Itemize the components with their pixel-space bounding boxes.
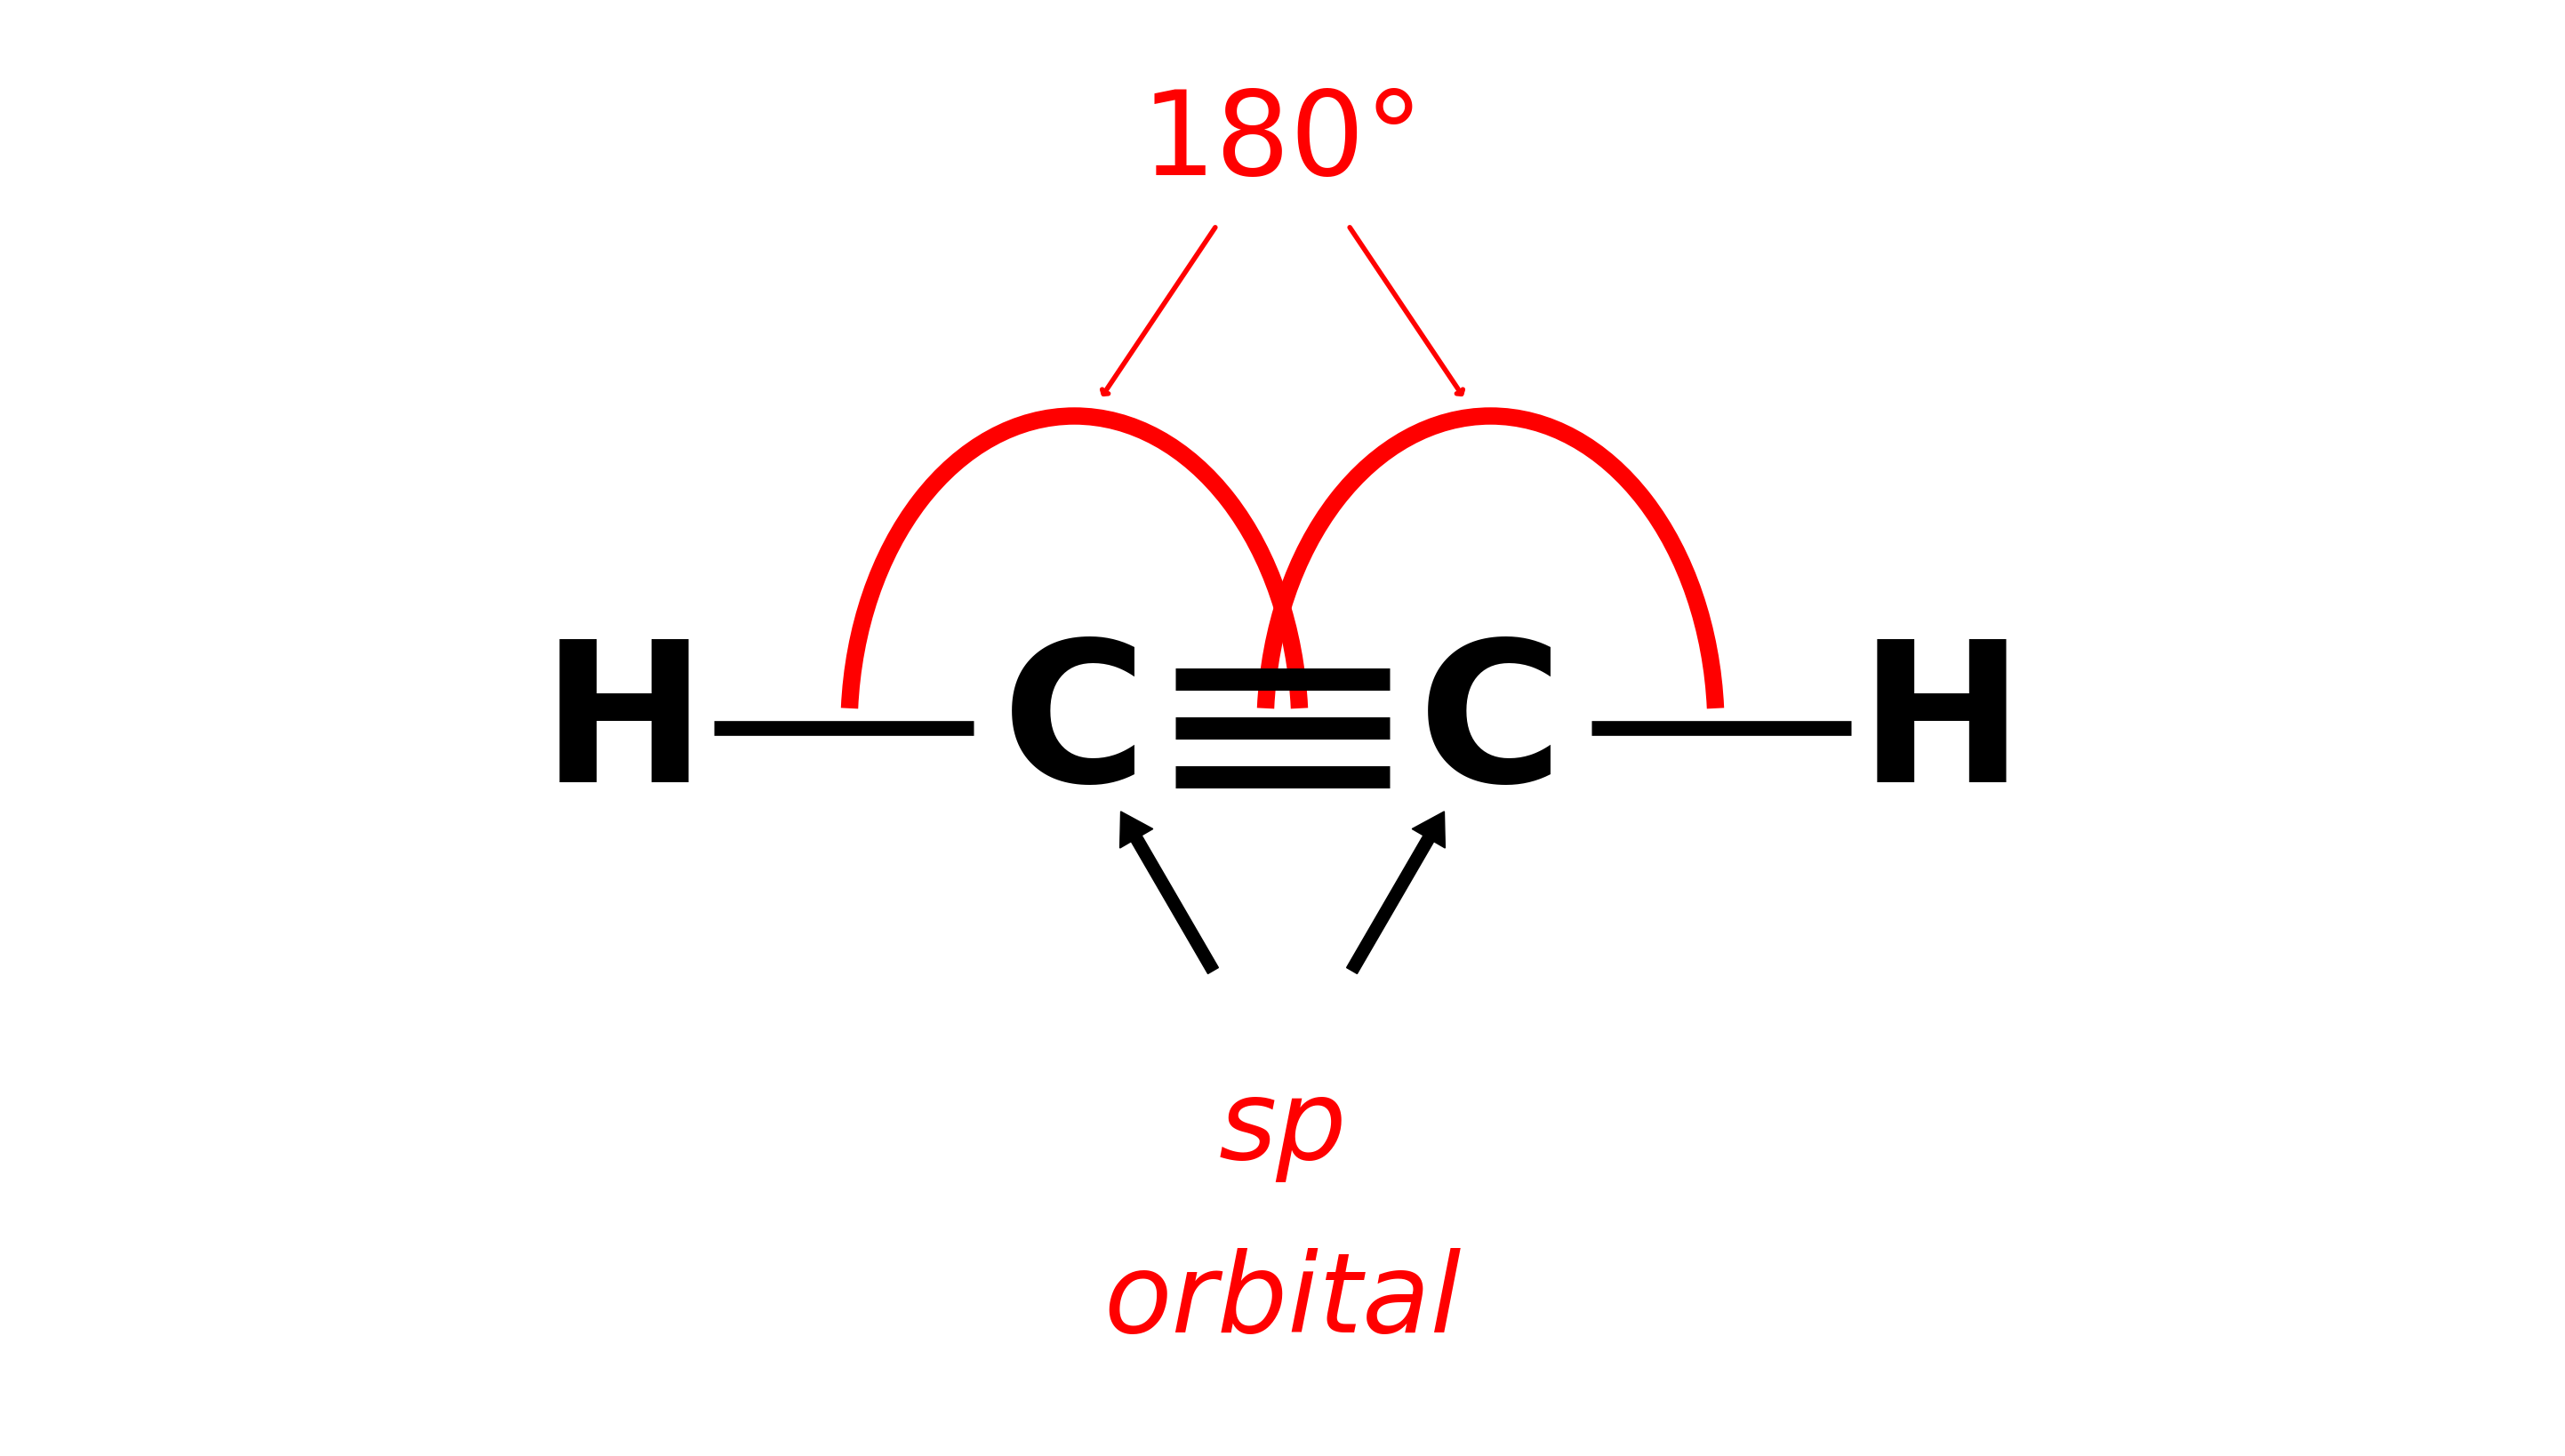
Text: H: H: [1860, 633, 2024, 823]
Text: H: H: [541, 633, 705, 823]
Text: C: C: [1418, 633, 1562, 823]
Text: 180°: 180°: [1141, 86, 1424, 199]
Text: orbital: orbital: [1103, 1248, 1462, 1356]
FancyArrow shape: [1121, 811, 1218, 974]
Text: C: C: [1003, 633, 1147, 823]
FancyArrow shape: [1347, 811, 1444, 974]
Text: sp: sp: [1218, 1075, 1347, 1182]
